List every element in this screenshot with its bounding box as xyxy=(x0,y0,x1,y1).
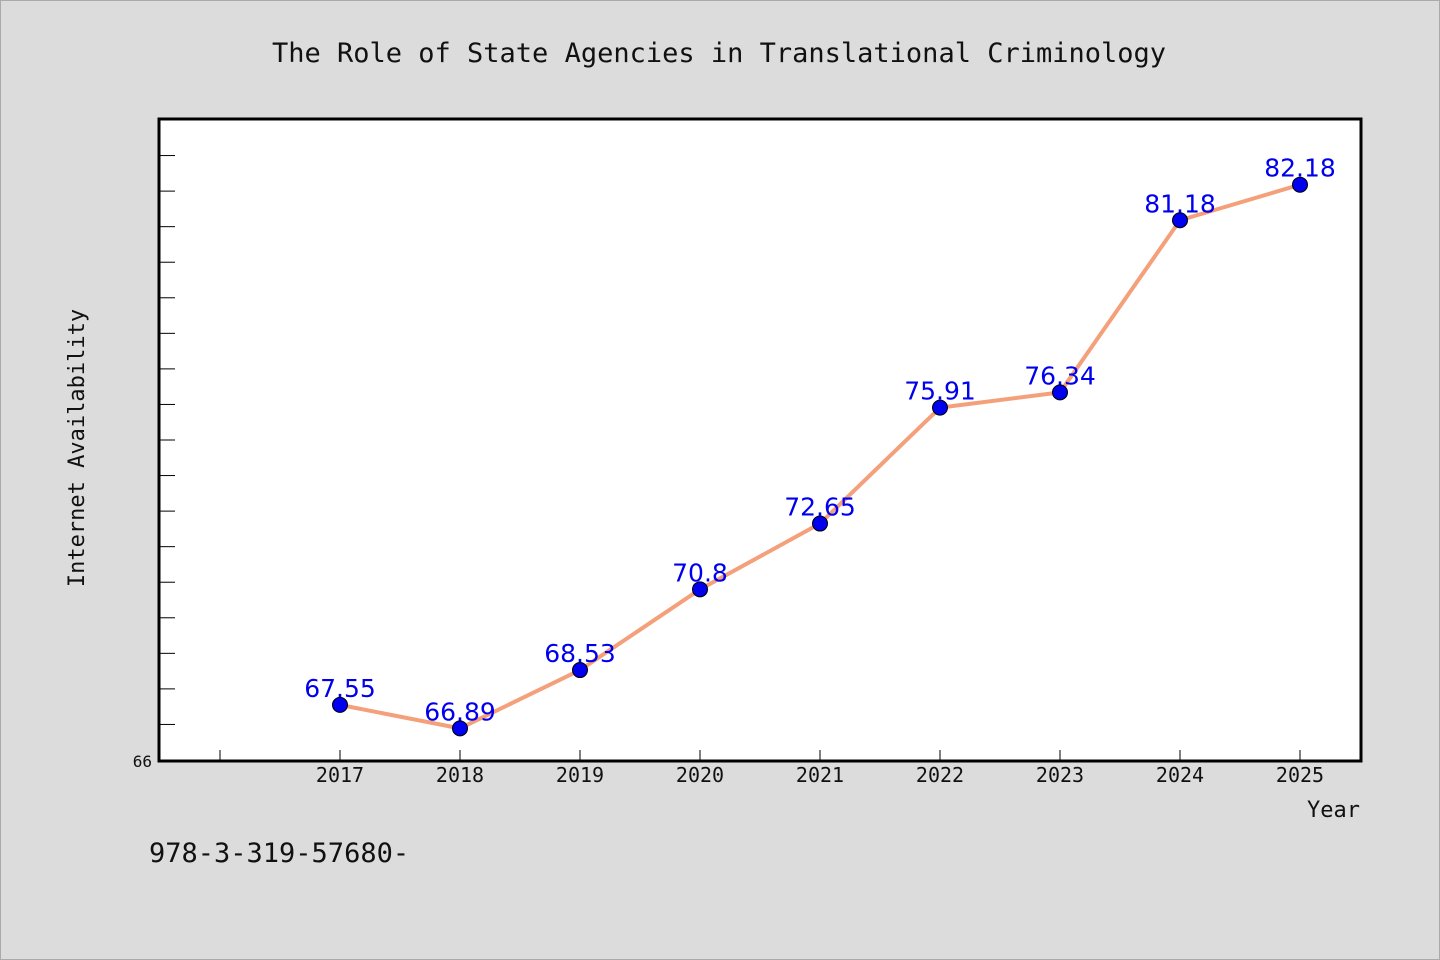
chart-title: The Role of State Agencies in Translatio… xyxy=(272,38,1166,69)
y-axis-label: Internet Availability xyxy=(65,309,90,587)
data-point xyxy=(1052,384,1068,401)
x-tick-label: 2019 xyxy=(556,763,604,787)
data-point xyxy=(1292,176,1308,193)
x-tick-label: 2020 xyxy=(676,763,724,787)
x-axis-ticks: 2017 2018 2019 2020 2021 2022 2023 2024 2025 xyxy=(219,750,1324,787)
x-tick-label: 2025 xyxy=(1276,763,1324,787)
data-label: 66.89 xyxy=(424,697,496,726)
data-point xyxy=(332,696,348,713)
series-internet-availability: 67.55 66.89 68.53 70.8 72.65 75.91 76.34 81.18 8… xyxy=(304,154,1336,737)
data-point xyxy=(452,720,468,737)
data-label: 70.8 xyxy=(672,558,728,587)
y-axis-ticks xyxy=(160,155,175,725)
x-tick-label: 2018 xyxy=(436,763,484,787)
data-point xyxy=(812,515,828,532)
data-point xyxy=(692,581,708,598)
x-axis-label: Year xyxy=(1307,798,1360,823)
data-label: 76.34 xyxy=(1024,361,1096,390)
x-tick-label: 2017 xyxy=(316,763,364,787)
plot-area xyxy=(157,117,1363,763)
data-point xyxy=(1172,212,1188,229)
x-tick-label: 2021 xyxy=(796,763,844,787)
y-tick-label: 66 xyxy=(133,752,152,771)
data-label: 72.65 xyxy=(784,493,856,522)
x-tick-label: 2022 xyxy=(916,763,964,787)
footnote: 978-3-319-57680- xyxy=(149,838,409,869)
x-tick-label: 2023 xyxy=(1036,763,1084,787)
x-tick-label: 2024 xyxy=(1156,763,1204,787)
data-label: 68.53 xyxy=(544,639,616,668)
data-point xyxy=(572,662,588,679)
data-label: 67.55 xyxy=(304,674,376,703)
data-label: 81.18 xyxy=(1144,189,1216,218)
data-label: 82.18 xyxy=(1264,154,1336,183)
data-label: 75.91 xyxy=(904,377,976,406)
data-point xyxy=(932,399,948,416)
